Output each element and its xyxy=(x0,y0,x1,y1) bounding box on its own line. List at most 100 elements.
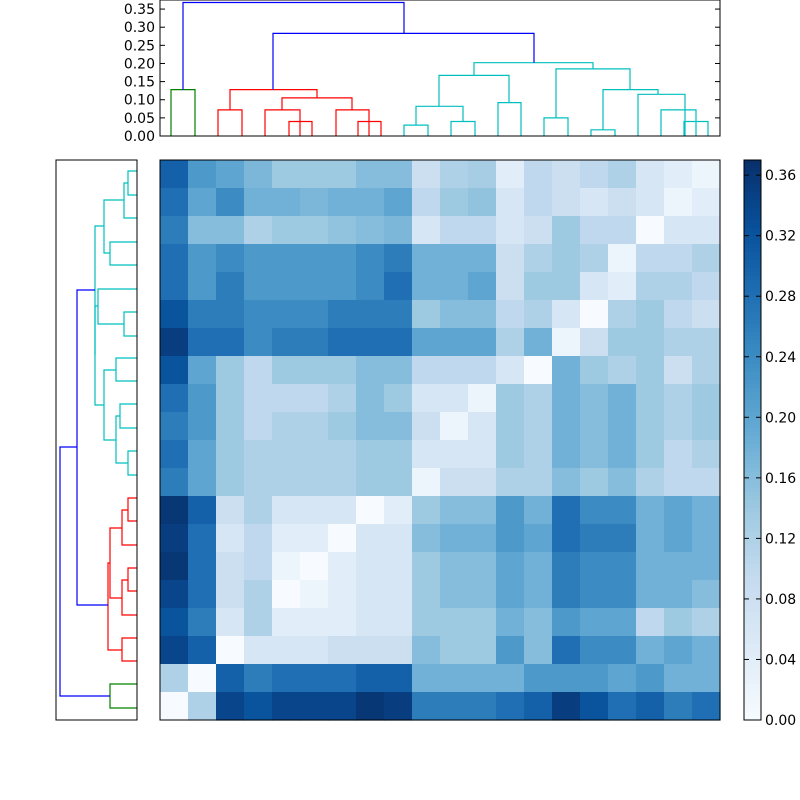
colorbar-segment xyxy=(744,512,761,517)
colorbar-segment xyxy=(744,244,761,249)
heatmap-cell xyxy=(356,496,385,525)
colorbar-segment xyxy=(744,220,761,225)
heatmap-cell xyxy=(580,692,609,721)
heatmap-cell xyxy=(188,468,217,497)
colorbar-segment xyxy=(744,256,761,261)
heatmap-cell xyxy=(160,552,189,581)
heatmap-cell xyxy=(524,468,553,497)
heatmap-cell xyxy=(384,636,413,665)
heatmap-cell xyxy=(440,692,469,721)
heatmap-cell xyxy=(496,692,525,721)
heatmap-cell xyxy=(608,468,637,497)
heatmap-cell xyxy=(384,272,413,301)
heatmap-cell xyxy=(468,468,497,497)
heatmap-cell xyxy=(216,664,245,693)
heatmap-cell xyxy=(300,440,329,469)
top-dendrogram-link xyxy=(182,1,405,90)
heatmap-cell xyxy=(468,272,497,301)
colorbar-segment xyxy=(744,436,761,441)
heatmap-cell xyxy=(412,496,441,525)
colorbar-segment xyxy=(744,684,761,689)
colorbar-segment xyxy=(744,704,761,709)
heatmap-cell xyxy=(328,664,357,693)
heatmap-cell xyxy=(608,412,637,441)
heatmap-cell xyxy=(356,384,385,413)
heatmap-cell xyxy=(580,244,609,273)
heatmap-cell xyxy=(384,160,413,189)
colorbar-segment xyxy=(744,456,761,461)
colorbar-segment xyxy=(744,204,761,209)
heatmap-cell xyxy=(412,300,441,329)
heatmap-cell xyxy=(636,580,665,609)
heatmap-cell xyxy=(272,216,301,245)
colorbar-gradient xyxy=(744,160,761,721)
heatmap-cell xyxy=(440,608,469,637)
heatmap-cell xyxy=(412,468,441,497)
colorbar-segment xyxy=(744,508,761,513)
heatmap-cell xyxy=(300,300,329,329)
heatmap-cell xyxy=(356,524,385,553)
left-dendrogram xyxy=(55,159,138,721)
heatmap-cell xyxy=(300,664,329,693)
heatmap-cell xyxy=(608,328,637,357)
heatmap-cell xyxy=(636,552,665,581)
heatmap-cell xyxy=(356,440,385,469)
heatmap-cell xyxy=(664,160,693,189)
colorbar-segment xyxy=(744,712,761,717)
heatmap-cell xyxy=(300,636,329,665)
heatmap-cell xyxy=(468,440,497,469)
colorbar-segment xyxy=(744,208,761,213)
colorbar-segment xyxy=(744,236,761,241)
heatmap-cell xyxy=(356,608,385,637)
heatmap-cell xyxy=(608,552,637,581)
colorbar-segment xyxy=(744,284,761,289)
heatmap-cell xyxy=(524,328,553,357)
colorbar-segment xyxy=(744,412,761,417)
heatmap-cell xyxy=(580,552,609,581)
heatmap-cell xyxy=(496,636,525,665)
colorbar-tick-label: 0.32 xyxy=(765,229,796,245)
heatmap-cell xyxy=(384,664,413,693)
heatmap-cell xyxy=(636,300,665,329)
heatmap-cell xyxy=(244,160,273,189)
heatmap-cell xyxy=(412,216,441,245)
colorbar-segment xyxy=(744,452,761,457)
top-dendrogram-link xyxy=(288,120,313,136)
heatmap-cell xyxy=(160,580,189,609)
heatmap-cell xyxy=(664,216,693,245)
colorbar-segment xyxy=(744,676,761,681)
heatmap-cell xyxy=(272,272,301,301)
heatmap-cell xyxy=(216,412,245,441)
colorbar-segment xyxy=(744,596,761,601)
heatmap-cell xyxy=(188,580,217,609)
heatmap-cell xyxy=(272,188,301,217)
top-dendrogram-y-axis: 0.00 0.05 0.10 0.15 0.20 0.25 0.30 0.35 xyxy=(124,2,720,145)
colorbar-segment xyxy=(744,476,761,481)
heatmap-cell xyxy=(580,468,609,497)
heatmap-cell xyxy=(524,160,553,189)
heatmap-cell xyxy=(664,244,693,273)
top-dendrogram-tick-label: 0.15 xyxy=(124,75,155,91)
heatmap-cell xyxy=(412,356,441,385)
heatmap-cell xyxy=(524,692,553,721)
colorbar-segment xyxy=(744,336,761,341)
heatmap-cell xyxy=(216,580,245,609)
colorbar-segment xyxy=(744,692,761,697)
colorbar-segment xyxy=(744,416,761,421)
heatmap-cell xyxy=(692,468,721,497)
colorbar-segment xyxy=(744,580,761,585)
colorbar-segment xyxy=(744,228,761,233)
colorbar-segment xyxy=(744,604,761,609)
heatmap-cell xyxy=(160,664,189,693)
colorbar-segment xyxy=(744,368,761,373)
heatmap-cell xyxy=(636,160,665,189)
colorbar-segment xyxy=(744,184,761,189)
heatmap-cell xyxy=(356,580,385,609)
heatmap-cell xyxy=(272,412,301,441)
heatmap-cell xyxy=(664,328,693,357)
heatmap-cell xyxy=(300,384,329,413)
heatmap-cell xyxy=(384,552,413,581)
heatmap-cell xyxy=(244,692,273,721)
heatmap-cell xyxy=(328,468,357,497)
heatmap-cell xyxy=(552,328,581,357)
